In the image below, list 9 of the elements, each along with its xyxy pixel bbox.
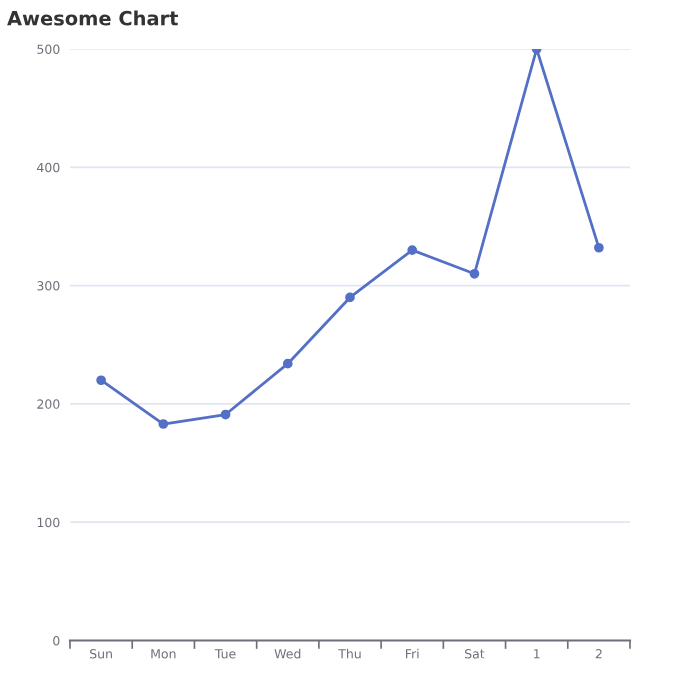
point [345,292,355,303]
point [220,409,231,420]
chart-title: Awesome Chart [7,10,179,26]
point [469,268,480,279]
point [407,245,418,255]
point [96,375,106,386]
point [282,358,293,369]
point [594,242,604,253]
point [158,419,169,429]
